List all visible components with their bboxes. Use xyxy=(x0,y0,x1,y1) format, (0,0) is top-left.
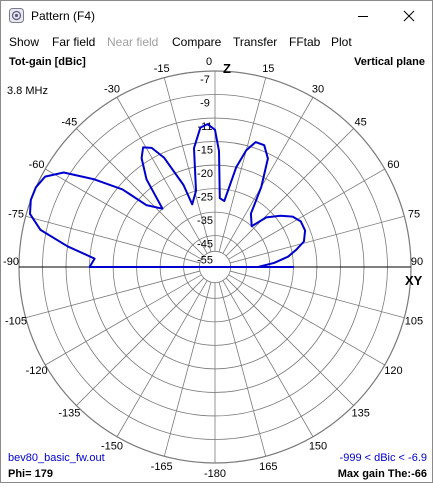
pattern-lobes-line xyxy=(29,123,307,268)
angle-tick-label: -135 xyxy=(58,408,80,420)
angle-tick-label: -15 xyxy=(154,63,170,75)
gain-type-label: Tot-gain [dBic] xyxy=(9,56,86,68)
grid-spoke xyxy=(225,128,354,257)
angle-tick-label: 120 xyxy=(384,365,402,377)
ring-value-label: -25 xyxy=(197,192,213,204)
menu-fftab[interactable]: FFtab xyxy=(289,35,321,49)
grid-spoke xyxy=(222,97,314,254)
gain-range-label: -999 < dBic < -6.9 xyxy=(340,452,427,464)
angle-tick-label: -60 xyxy=(29,159,45,171)
pattern-plot-area[interactable]: 0 15 30 45 60 75 90 105 120 135 150 165 -180 -165 -150… xyxy=(1,53,432,482)
pattern-curve xyxy=(29,123,307,268)
grid-spoke xyxy=(45,168,202,260)
angle-tick-label: 105 xyxy=(405,315,423,327)
grid-spoke xyxy=(222,280,314,437)
max-gain-label: Max gain The:-66 xyxy=(338,468,427,480)
grid-spoke xyxy=(228,274,385,366)
angle-tick-label: 75 xyxy=(408,209,420,221)
angle-tick-label: 0 xyxy=(206,56,212,68)
menu-plot[interactable]: Plot xyxy=(331,35,352,49)
angle-tick-label: -120 xyxy=(26,365,48,377)
grid-spoke xyxy=(230,270,405,319)
grid-spoke xyxy=(230,215,405,264)
menu-transfer[interactable]: Transfer xyxy=(233,35,278,49)
grid-spoke xyxy=(76,277,205,406)
polar-angle-labels: 0 15 30 45 60 75 90 105 120 135 150 165 -180 -165 -150… xyxy=(3,56,423,480)
ring-value-label: -15 xyxy=(197,145,213,157)
angle-tick-label: 60 xyxy=(387,159,399,171)
angle-tick-label: 135 xyxy=(351,408,369,420)
angle-tick-label: 45 xyxy=(355,116,367,128)
close-button[interactable] xyxy=(386,1,432,31)
maximize-icon xyxy=(340,1,386,31)
ring-value-label: -7 xyxy=(200,74,210,86)
close-icon xyxy=(403,10,415,22)
ring-value-label: -45 xyxy=(197,239,213,251)
minimize-icon xyxy=(358,16,368,17)
polar-grid xyxy=(18,70,412,464)
angle-tick-label: 165 xyxy=(259,461,277,473)
plane-label: Vertical plane xyxy=(354,56,425,68)
grid-spoke xyxy=(218,282,267,457)
title-bar[interactable]: Pattern (F4) xyxy=(1,1,432,31)
antenna-app-icon[interactable] xyxy=(9,8,24,23)
ring-value-label: -9 xyxy=(200,98,210,110)
menu-far-field[interactable]: Far field xyxy=(52,35,96,49)
angle-tick-label: -180 xyxy=(204,468,226,480)
grid-spoke xyxy=(218,77,267,252)
angle-tick-label: -30 xyxy=(104,84,120,96)
polar-pattern-chart: 0 15 30 45 60 75 90 105 120 135 150 165 -180 -165 -150… xyxy=(3,56,427,480)
polar-ring-labels: -7-9-11-15-20-25-35-45-55 xyxy=(197,74,213,266)
angle-tick-label: 15 xyxy=(262,63,274,75)
grid-spoke xyxy=(116,97,208,254)
angle-tick-label: -105 xyxy=(5,315,27,327)
angle-tick-label: 30 xyxy=(312,84,324,96)
minimize-button[interactable] xyxy=(340,1,386,31)
angle-tick-label: -90 xyxy=(3,256,19,268)
grid-spoke xyxy=(25,215,200,264)
angle-tick-label: 90 xyxy=(411,256,423,268)
menu-near-field[interactable]: Near field xyxy=(107,35,159,49)
grid-spoke xyxy=(225,277,354,406)
window-title: Pattern (F4) xyxy=(31,9,96,23)
z-axis-label: Z xyxy=(223,61,231,76)
angle-tick-label: -75 xyxy=(8,209,24,221)
frequency-label: 3.8 MHz xyxy=(7,85,48,97)
grid-spoke xyxy=(163,77,212,252)
grid-spoke xyxy=(45,274,202,366)
menu-bar: Show Far field Near field Compare Transf… xyxy=(1,31,432,53)
angle-tick-label: -45 xyxy=(61,116,77,128)
menu-show[interactable]: Show xyxy=(9,35,40,49)
grid-spoke xyxy=(76,128,205,257)
angle-tick-label: 150 xyxy=(309,440,327,452)
ring-value-label: -35 xyxy=(197,215,213,227)
grid-spoke xyxy=(163,282,212,457)
ring-value-label: -20 xyxy=(197,168,213,180)
maximize-button[interactable] xyxy=(340,1,386,31)
menu-compare[interactable]: Compare xyxy=(172,35,222,49)
xy-axis-label: XY xyxy=(405,273,423,288)
grid-spoke xyxy=(228,168,385,260)
source-file-label: bev80_basic_fw.out xyxy=(8,452,105,464)
grid-spoke xyxy=(25,270,200,319)
phi-label: Phi= 179 xyxy=(8,468,53,480)
ring-value-label: -55 xyxy=(197,254,213,266)
angle-tick-label: -150 xyxy=(101,440,123,452)
angle-tick-label: -165 xyxy=(151,461,173,473)
grid-spoke xyxy=(116,280,208,437)
